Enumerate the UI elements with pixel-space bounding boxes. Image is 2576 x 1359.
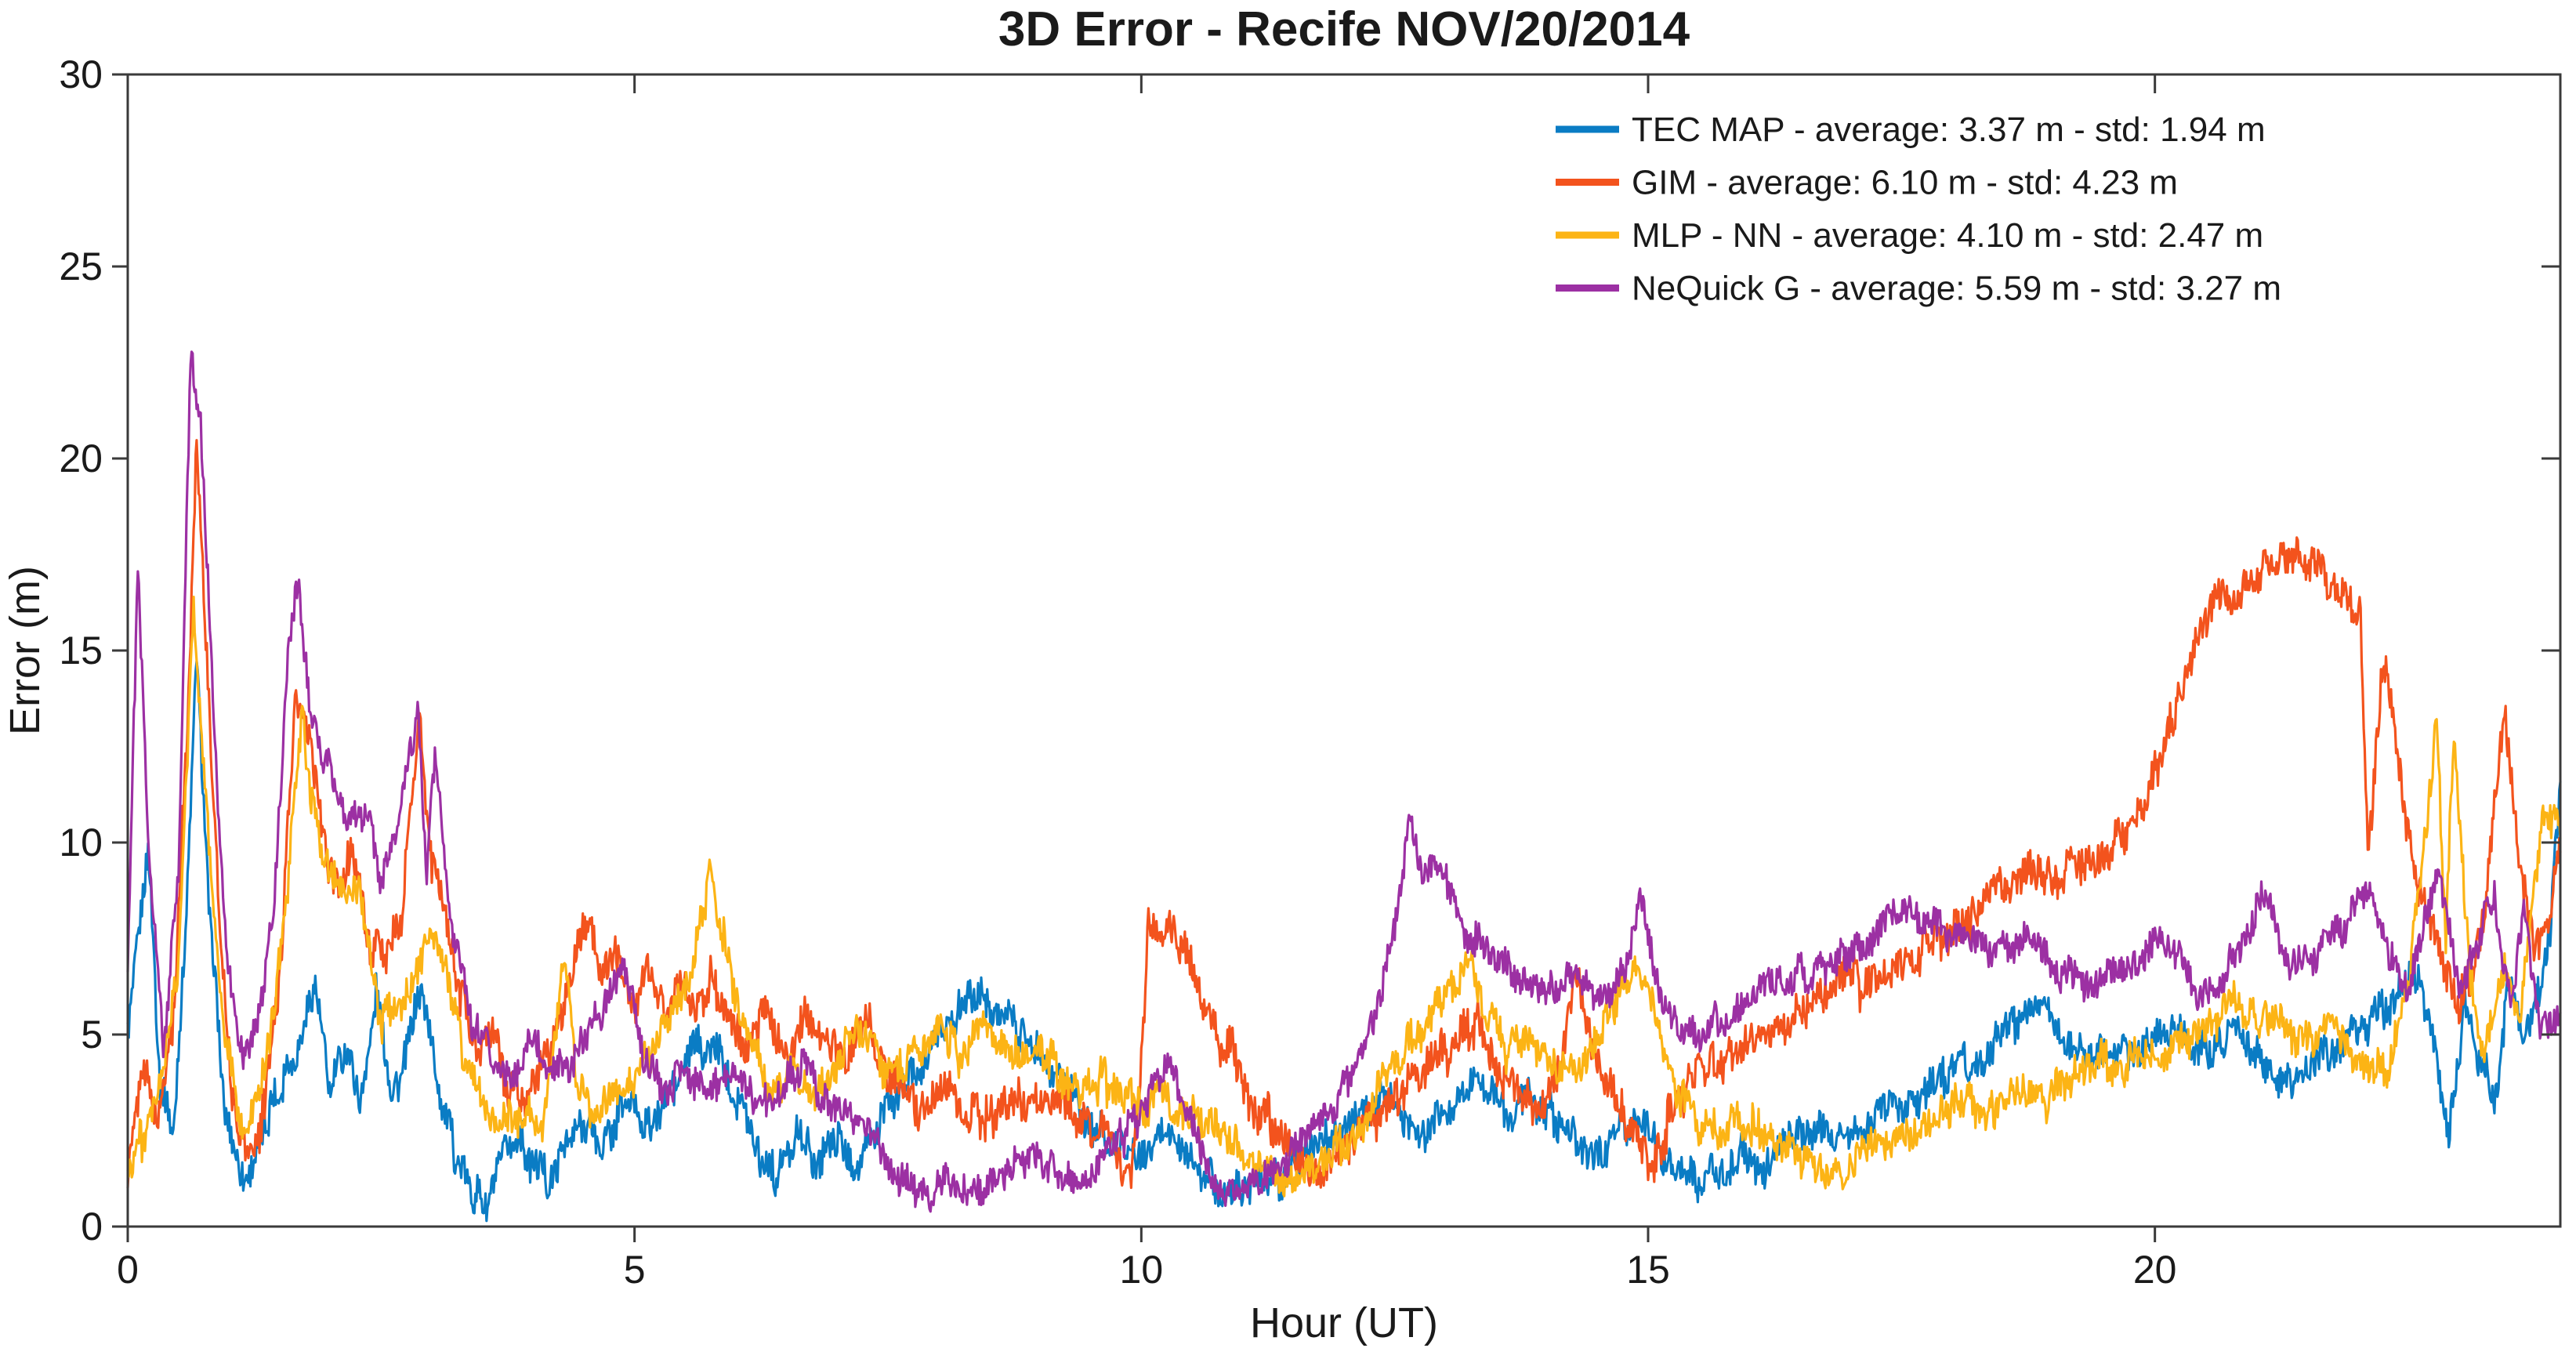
x-tick-label: 20 [2133,1248,2177,1292]
series-lines [126,350,2562,1223]
legend: TEC MAP - average: 3.37 m - std: 1.94 m G… [1556,111,2281,308]
y-tick-label: 10 [59,821,103,864]
legend-item-nequick-g: NeQuick G - average: 5.59 m - std: 3.27 … [1556,270,2281,308]
chart-title: 3D Error - Recife NOV/20/2014 [998,2,1690,56]
series-line-nequick-g [126,350,2562,1213]
legend-label: NeQuick G - average: 5.59 m - std: 3.27 … [1632,270,2281,308]
x-tick-label: 5 [624,1248,646,1292]
series-line-mlp-nn [126,596,2562,1198]
y-tick-label: 25 [59,245,103,288]
legend-label: GIM - average: 6.10 m - std: 4.23 m [1632,164,2178,202]
legend-label: TEC MAP - average: 3.37 m - std: 1.94 m [1632,111,2266,149]
x-tick-label: 10 [1120,1248,1164,1292]
legend-label: MLP - NN - average: 4.10 m - std: 2.47 m [1632,216,2263,255]
y-axis-label: Error (m) [2,566,49,735]
y-tick-label: 30 [59,53,103,96]
tick-labels: 0 5 10 15 20 0 5 10 15 20 25 30 [59,53,2176,1292]
y-tick-label: 20 [59,437,103,480]
legend-item-tec-map: TEC MAP - average: 3.37 m - std: 1.94 m [1556,111,2266,149]
x-tick-label: 15 [1626,1248,1670,1292]
tick-marks [112,73,2560,1242]
x-axis-label: Hour (UT) [1250,1299,1438,1346]
series-line-tec-map [126,660,2562,1223]
legend-item-mlp-nn: MLP - NN - average: 4.10 m - std: 2.47 m [1556,216,2263,255]
legend-item-gim: GIM - average: 6.10 m - std: 4.23 m [1556,164,2178,202]
x-tick-label: 0 [117,1248,139,1292]
y-tick-label: 0 [81,1205,103,1248]
y-tick-label: 5 [81,1013,103,1056]
y-tick-label: 15 [59,629,103,672]
